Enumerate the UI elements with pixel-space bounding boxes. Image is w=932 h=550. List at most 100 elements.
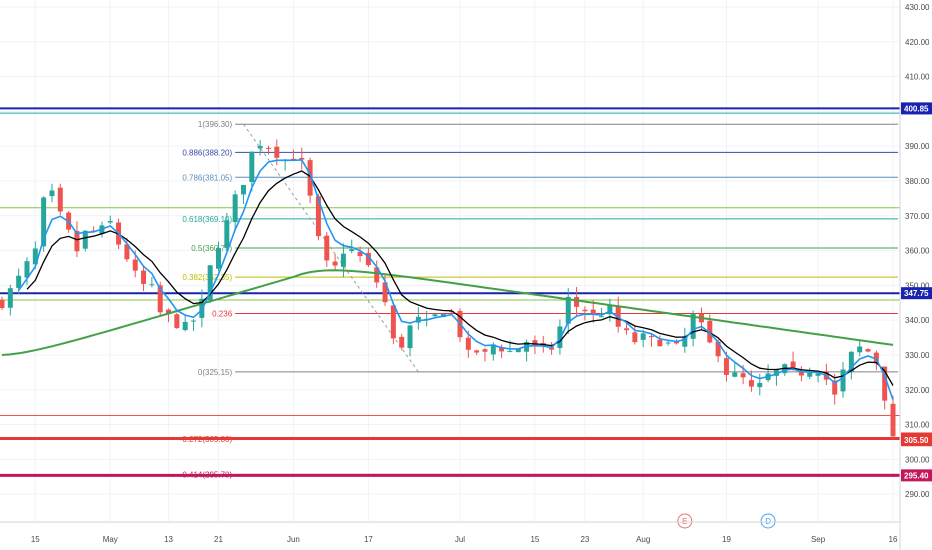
candle-body	[649, 336, 655, 338]
candle-body	[124, 244, 130, 260]
price-tick-label: 370.00	[905, 212, 930, 221]
event-circle	[677, 513, 693, 529]
candle-body	[832, 380, 838, 395]
candle-body	[357, 251, 363, 257]
candle-body	[465, 337, 471, 350]
candle	[723, 351, 729, 382]
candle-body	[349, 249, 355, 252]
price-tick-label: 420.00	[905, 38, 930, 47]
candle	[640, 329, 646, 348]
candle	[732, 363, 738, 378]
candle	[748, 370, 754, 392]
candle-body	[157, 285, 163, 313]
candle-body	[74, 231, 80, 252]
candle-body	[798, 371, 804, 376]
candle-body	[132, 259, 138, 271]
ma-long-line	[1, 269, 894, 356]
fib-level-label: -0.414(295.70)	[180, 470, 233, 479]
fib-level-label: -0.272(305.80)	[180, 435, 233, 444]
candle	[757, 373, 763, 396]
time-axis[interactable]: 15 May 13 21 Jun 17 Jul 15 23 Aug 19 Sep 16	[0, 521, 900, 544]
price-tag: 305.50	[901, 434, 932, 447]
candle	[499, 344, 505, 359]
fibonacci-retracement: 1(396.30) 0.886(388.20) 0.786(381.05) 0.618…	[180, 120, 898, 479]
candle	[191, 319, 197, 331]
candle-body	[174, 314, 180, 329]
candle	[390, 302, 396, 345]
candle	[615, 296, 621, 333]
candle-body	[274, 146, 280, 158]
candlestick-series	[0, 139, 896, 440]
candle-body	[382, 282, 388, 303]
candle	[557, 319, 563, 355]
time-tick-label: 21	[214, 535, 223, 544]
price-tick-label: 340.00	[905, 316, 930, 325]
price-tick-label: 380.00	[905, 177, 930, 186]
event-marker[interactable]: D	[760, 513, 776, 529]
candle-body	[640, 333, 646, 340]
candle-body	[624, 328, 630, 331]
candle-body	[748, 380, 754, 387]
candle-body	[665, 342, 671, 344]
candle-body	[807, 372, 813, 377]
candle-body	[565, 296, 571, 324]
price-tick-label: 390.00	[905, 142, 930, 151]
candle-body	[340, 253, 346, 267]
candle-body	[207, 265, 213, 301]
time-tick-label: Jul	[455, 535, 465, 544]
candle-body	[490, 344, 496, 355]
candle-body	[732, 372, 738, 377]
candle	[532, 335, 538, 355]
time-tick-label: 15	[31, 535, 40, 544]
candle-body	[482, 349, 488, 352]
candle	[790, 351, 796, 371]
candle-body	[690, 314, 696, 339]
candle-body	[582, 309, 588, 312]
candle	[174, 312, 180, 329]
price-axis[interactable]: 290.00 300.00 310.00 320.00 330.00 340.00 350.…	[899, 0, 932, 550]
candle-body	[757, 382, 763, 388]
candle-body	[507, 350, 513, 352]
candle-body	[332, 261, 338, 266]
time-tick-label: 19	[722, 535, 731, 544]
candle-body	[790, 361, 796, 368]
candle-body	[682, 336, 688, 347]
candle	[773, 368, 779, 386]
candle	[265, 145, 271, 155]
candle	[549, 342, 555, 355]
candle-body	[216, 248, 222, 269]
candle-body	[24, 261, 30, 278]
candle	[307, 157, 313, 204]
candle-body	[607, 305, 613, 315]
candle-body	[773, 370, 779, 376]
event-marker[interactable]: E	[677, 513, 693, 529]
candle-body	[57, 187, 63, 212]
price-tag-label: 347.75	[904, 289, 929, 298]
candle-body	[299, 157, 305, 160]
time-tick-label: 13	[164, 535, 173, 544]
candle	[840, 362, 846, 398]
price-tick-label: 350.00	[905, 281, 930, 290]
candle	[890, 395, 896, 440]
candle	[24, 257, 30, 285]
candle	[832, 374, 838, 405]
candle	[249, 151, 255, 192]
price-tag-bg	[901, 434, 932, 447]
candle	[324, 232, 330, 267]
candle-body	[740, 373, 746, 378]
candle	[224, 213, 230, 251]
candle-body	[532, 340, 538, 346]
candle	[340, 243, 346, 278]
price-tag-bg	[901, 287, 932, 300]
price-tag-label: 400.85	[904, 104, 929, 113]
candle	[182, 315, 188, 332]
candle-body	[82, 230, 88, 249]
candle	[240, 184, 246, 204]
candle-body	[474, 350, 480, 353]
candle	[607, 298, 613, 322]
candle	[798, 366, 804, 382]
candle	[599, 307, 605, 318]
candle-body	[715, 341, 721, 357]
